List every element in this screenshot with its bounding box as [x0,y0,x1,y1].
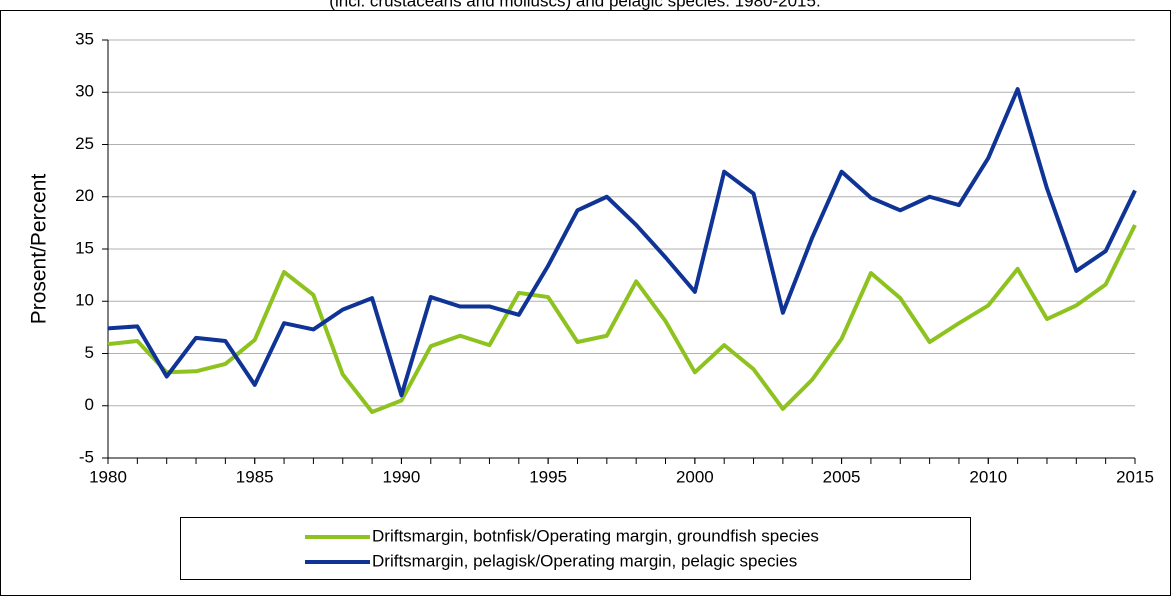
chart-frame [0,10,1171,596]
y-tick-label: 20 [75,186,94,205]
x-tick-label: 1995 [529,467,567,486]
legend-box [180,517,971,580]
series-line [107,224,1137,415]
x-tick-label: 2000 [676,467,714,486]
chart-subtitle: (incl. crustaceans and molluscs) and pel… [329,0,820,10]
y-tick-label: 25 [75,134,94,153]
y-tick-label: 0 [85,395,94,414]
y-tick-label: 10 [75,291,94,310]
y-axis-label: Prosent/Percent [28,174,51,325]
legend-label: Driftsmargin, pelagisk/Operating margin,… [372,551,797,570]
legend-label: Driftsmargin, botnfisk/Operating margin,… [372,526,819,545]
x-tick-label: 1980 [89,467,127,486]
y-tick-label: -5 [79,447,94,466]
series-line [107,87,1137,398]
y-tick-label: 30 [75,82,94,101]
x-tick-label: 2005 [823,467,861,486]
y-tick-label: 5 [85,343,94,362]
x-tick-label: 2010 [969,467,1007,486]
x-tick-label: 2015 [1116,467,1154,486]
x-tick-label: 1985 [236,467,274,486]
y-tick-label: 15 [75,238,94,257]
x-tick-label: 1990 [383,467,421,486]
y-tick-label: 35 [75,29,94,48]
